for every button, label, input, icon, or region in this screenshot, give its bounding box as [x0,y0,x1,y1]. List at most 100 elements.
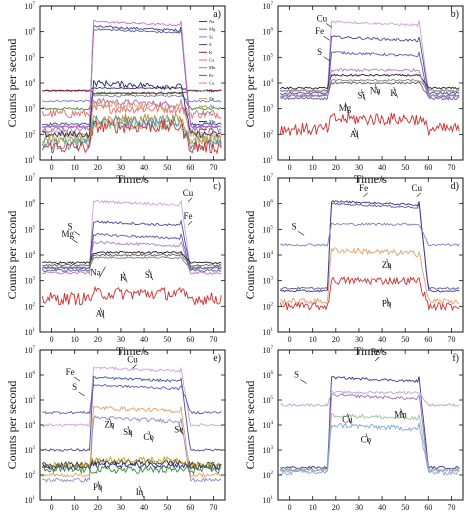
y-tick-label: 102 [25,302,36,311]
x-tick-label: 10 [309,503,317,512]
x-axis-label: Time/s [354,344,387,358]
legend-label-mn: Mn [209,119,216,124]
y-tick-exponent: 6 [33,28,36,33]
series-group [279,199,460,312]
y-tick-exponent: 4 [271,79,274,84]
y-tick-exponent: 7 [33,2,36,7]
y-tick-exponent: 3 [271,446,274,451]
legend-label-fe: Fe [209,73,214,78]
annotation-in-arrow [139,485,144,498]
x-tick-label: 60 [424,163,432,172]
x-tick-label: 70 [447,163,455,172]
panel-c: 0 10 20 30 40 50 60 70 101 102 103 104 105 106 107 c) Ti… [5,174,226,358]
series-line-co [42,414,222,483]
series-line-si [42,255,222,270]
y-tick-label: 102 [25,130,36,139]
x-tick-label: 40 [378,163,386,172]
y-tick-label: 105 [25,396,36,405]
y-tick-label: 107 [25,346,36,355]
x-tick-label: 60 [186,163,194,172]
y-tick-exponent: 6 [271,28,274,33]
y-tick-label: 104 [263,421,274,430]
annotation-si-arrow [148,268,153,281]
y-tick-label: 104 [25,79,36,88]
annotation-al: Al [350,129,359,139]
x-tick-label: 50 [163,503,171,512]
x-tick-label: 50 [401,335,409,344]
series-line-pb [41,119,222,155]
legend-label-se: Se [209,111,214,116]
y-tick-exponent: 1 [271,496,274,501]
series-line-pb [41,460,222,472]
y-tick-label: 103 [25,446,36,455]
annotation-cu: Cu [183,188,194,198]
y-tick-exponent: 1 [33,156,36,161]
series-line-s [280,390,460,408]
x-tick-label: 20 [94,335,102,344]
legend-label-mn: Mn [209,65,216,70]
y-tick-exponent: 2 [33,471,36,476]
y-tick-exponent: 7 [271,2,274,7]
legend-label-mg: Mg [209,27,216,32]
y-tick-exponent: 5 [271,53,274,58]
panel-b: 0 10 20 30 40 50 60 70 101 102 103 104 105 106 107 b) Ti… [243,2,464,186]
series-group [41,19,222,155]
y-tick-label: 103 [25,105,36,114]
y-tick-exponent: 2 [33,130,36,135]
annotation-fe: Fe [184,211,193,221]
annotation-si: Si [145,270,153,280]
y-tick-exponent: 4 [271,251,274,256]
y-axis-label: Counts per second [5,39,19,128]
y-axis-label: Counts per second [5,211,19,300]
x-tick-label: 60 [424,335,432,344]
y-tick-label: 104 [263,79,274,88]
annotation-s: S [317,47,322,57]
series-line-s [280,50,460,101]
annotation-s: S [72,382,77,392]
annotation-s-arrow [73,231,81,236]
annotation-zn: Zn [382,260,392,270]
series-line-s [280,222,460,247]
y-tick-label: 106 [25,28,36,37]
series-line-fe [279,35,460,96]
panel-d: 0 10 20 30 40 50 60 70 101 102 103 104 105 106 107 d) Ti… [243,174,464,358]
series-line-mg [280,67,460,99]
x-tick-label: 20 [332,503,340,512]
legend-label-s: S [209,42,212,47]
annotation-cu-arrow [325,23,333,28]
y-tick-label: 101 [25,156,36,165]
series-line-cu [42,366,222,427]
y-tick-label: 103 [263,277,274,286]
panel-label: d) [451,181,459,192]
y-tick-exponent: 6 [271,200,274,205]
y-tick-label: 101 [25,496,36,505]
x-tick-label: 30 [355,163,363,172]
y-tick-exponent: 3 [271,105,274,110]
y-tick-label: 102 [263,130,274,139]
annotation-fe-arrow [187,220,193,226]
annotation-s: S [294,370,299,380]
y-tick-label: 107 [263,174,274,183]
panel-label: f) [452,353,459,364]
annotation-s-arrow [78,391,85,397]
annotation-co: Co [361,435,372,445]
y-tick-label: 106 [263,200,274,209]
y-tick-label: 103 [25,277,36,286]
y-tick-exponent: 3 [33,277,36,282]
y-tick-label: 103 [263,105,274,114]
annotation-pb: Pb [93,482,103,492]
x-tick-label: 50 [163,335,171,344]
series-line-al [279,112,460,136]
y-tick-exponent: 3 [271,277,274,282]
annotation-cu: Cu [411,183,422,193]
y-tick-label: 102 [263,471,274,480]
y-tick-exponent: 3 [33,105,36,110]
plot-frame [277,5,464,161]
annotation-co: Co [143,432,154,442]
annotation-k-arrow [122,271,128,283]
annotation-sn: Sn [123,427,133,437]
y-tick-label: 101 [25,328,36,337]
x-tick-label: 70 [447,335,455,344]
x-tick-label: 60 [186,335,194,344]
series-line-as [42,112,222,146]
